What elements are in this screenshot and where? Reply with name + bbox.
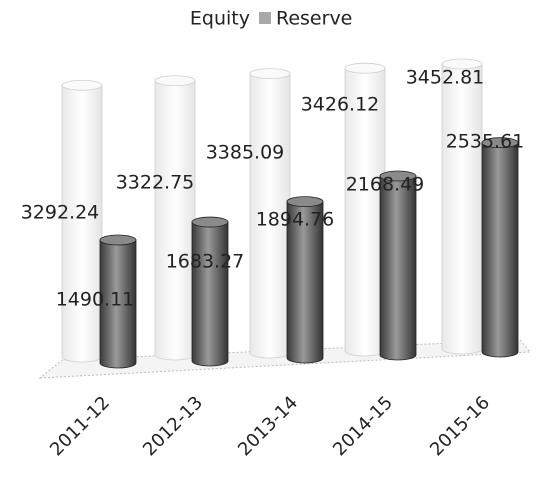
bar-top [481,137,519,149]
legend-swatch [259,12,271,24]
bar-body [481,142,519,358]
x-tick-label: 2013-14 [234,392,302,460]
data-label: 3322.75 [116,172,195,194]
bar-top [191,216,229,228]
legend-label: Reserve [276,8,352,30]
bar-top [344,62,386,74]
x-tick-label: 2014-15 [329,392,397,460]
bar-body [379,175,417,361]
bar-body [154,80,196,361]
bar-top [379,170,417,182]
bar [286,196,324,364]
bar-top [154,75,196,87]
bar [249,68,291,359]
bar-body [286,201,324,364]
x-tick-label: 2012-13 [139,392,207,460]
data-label: 2168.49 [346,174,425,196]
bar-top [61,79,103,91]
bar [441,58,483,355]
bar [99,234,137,369]
data-label: 1683.27 [166,251,245,273]
bar-top [99,234,137,246]
bar [481,137,519,358]
data-label: 2535.61 [446,131,525,153]
bar-body [61,84,103,363]
data-label: 3292.24 [21,202,100,224]
legend-label: Equity [190,8,250,30]
bar-top [441,58,483,70]
data-label: 1894.76 [256,209,335,231]
bar-top [286,196,324,208]
bar-top [249,68,291,79]
x-tick-label: 2011-12 [46,392,114,460]
bar [379,170,417,361]
bar-body [99,239,137,369]
bar [191,216,229,367]
data-label: 3426.12 [301,94,380,116]
bar [154,75,196,361]
bar [61,79,103,363]
bar-body [441,63,483,355]
data-label: 1490.11 [56,289,135,311]
x-tick-label: 2015-16 [426,392,494,460]
data-label: 3385.09 [206,142,285,164]
bar-body [191,221,229,367]
data-label: 3452.81 [406,67,485,89]
